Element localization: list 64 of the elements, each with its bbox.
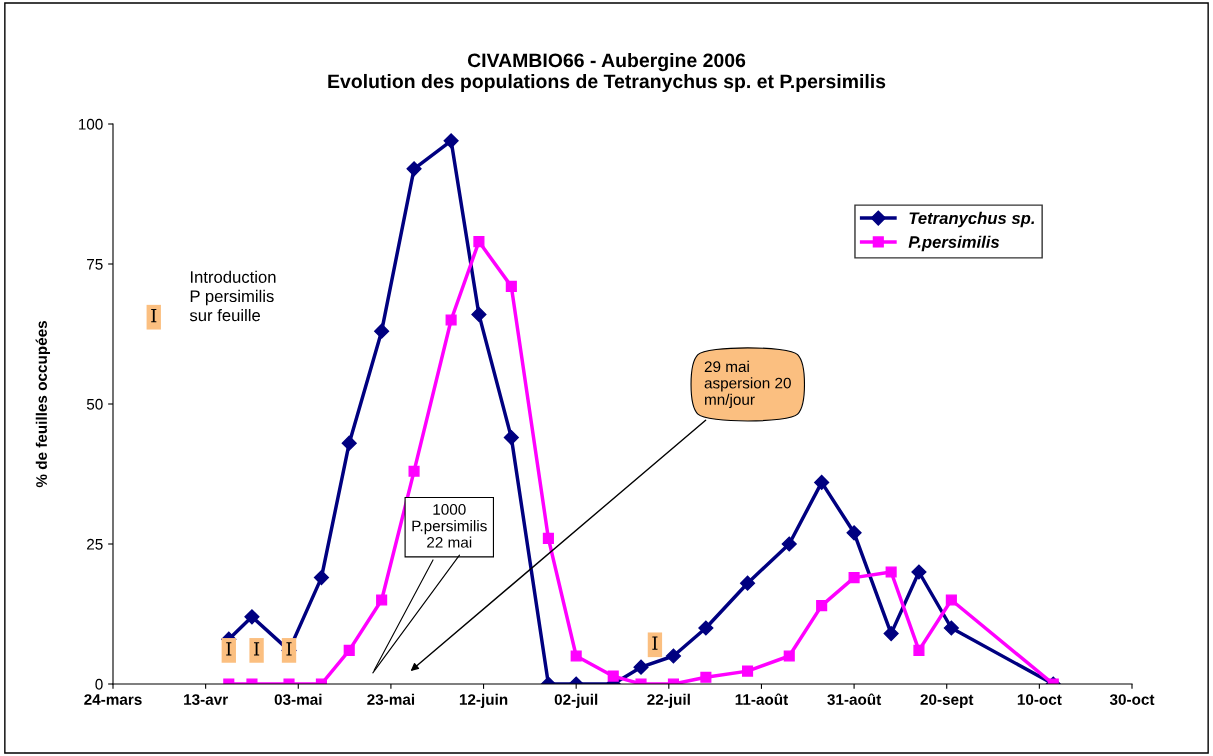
x-tick-label: 30-oct [1109, 694, 1155, 705]
point [376, 594, 388, 606]
point [471, 306, 487, 322]
point [783, 650, 795, 662]
point [406, 161, 422, 177]
point [244, 609, 260, 625]
point [913, 644, 925, 656]
point [848, 572, 860, 584]
chart-title: CIVAMBIO66 - Aubergine 2006 Evolution des populations de Tetranychus sp. et P.persimilis [328, 52, 886, 93]
annotation: 1000 P.persimilis 22 mai [412, 504, 487, 548]
point [443, 133, 459, 149]
annotation: I [226, 642, 232, 656]
point [816, 600, 828, 612]
point [505, 280, 517, 292]
x-tick-label: 13-avr [184, 694, 228, 705]
point [700, 671, 712, 683]
point [943, 620, 959, 636]
point [341, 435, 357, 451]
x-tick-label: 24-mars [84, 694, 142, 705]
annotation: I [254, 642, 260, 656]
point [665, 648, 682, 664]
point [343, 644, 355, 656]
x-tick-label: 10-oct [1017, 694, 1062, 705]
x-tick-label: 11-août [735, 693, 789, 705]
annotation: I [286, 642, 292, 656]
point [781, 536, 797, 552]
y-tick-label: 100 [78, 118, 103, 130]
y-tick-label: 0 [95, 678, 103, 690]
point [883, 626, 899, 642]
point [698, 620, 714, 636]
annotation: I [151, 309, 157, 323]
annotation: 29 mai aspersion 20 mn/jour [704, 360, 791, 408]
y-tick-label: 50 [86, 398, 103, 410]
point [570, 650, 582, 662]
x-tick-label: 03-mai [274, 693, 322, 705]
point [814, 474, 830, 490]
point [885, 566, 897, 578]
point [445, 314, 457, 326]
point [313, 570, 330, 586]
legend-label: Tetranychus sp. [909, 211, 1035, 228]
point [473, 236, 485, 248]
point [846, 525, 862, 541]
y-axis-title: % de feuilles occupées [35, 320, 51, 488]
x-tick-label: 31-août [827, 693, 882, 705]
y-tick-label: 25 [87, 538, 103, 550]
x-tick-label: 23-mai [367, 693, 415, 705]
x-tick-label: 02-juil [554, 693, 598, 708]
annotation: I [652, 636, 658, 650]
x-tick-label: 22-juil [647, 693, 690, 708]
x-tick-label: 12-juin [459, 693, 508, 708]
x-tick-label: 20-sept [920, 694, 974, 708]
y-tick-label: 75 [87, 259, 103, 270]
point [542, 532, 554, 544]
point [742, 665, 754, 677]
annotation: Introduction P persimilis sur feuille [189, 270, 276, 322]
point [633, 659, 649, 675]
point [374, 323, 390, 339]
point [945, 594, 957, 606]
point [739, 575, 756, 591]
point [408, 465, 420, 477]
point [607, 670, 619, 682]
point [503, 430, 519, 446]
legend-label: P.persimilis [908, 235, 1000, 252]
point [911, 564, 927, 580]
